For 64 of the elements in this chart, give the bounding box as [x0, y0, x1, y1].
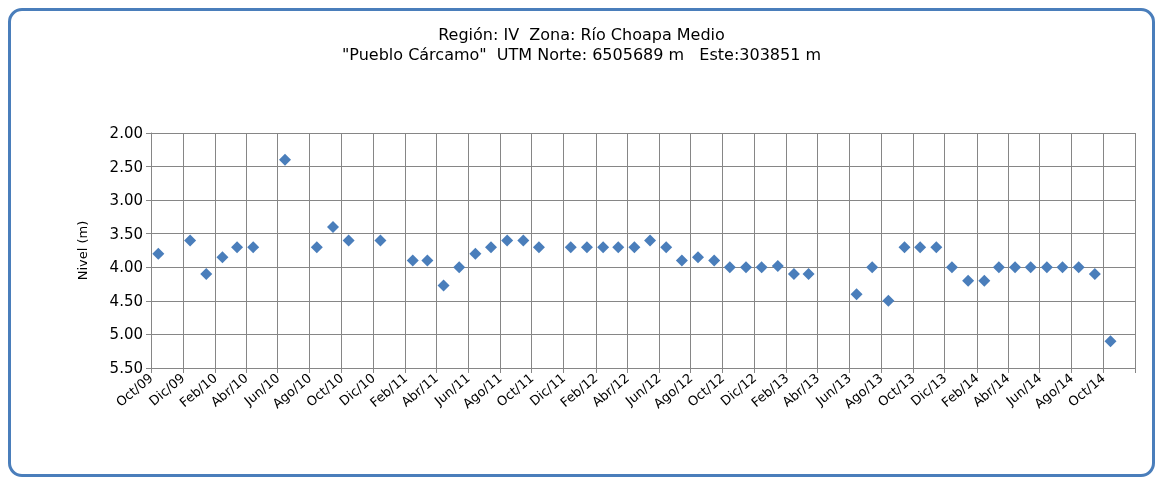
point [453, 261, 466, 274]
y-tick-label: 5.50 [109, 359, 143, 377]
y-tick-label: 2.50 [109, 157, 143, 176]
point [628, 241, 641, 254]
point [501, 234, 514, 247]
point [978, 274, 991, 287]
y-tick-label: 4.00 [109, 258, 143, 277]
point [992, 261, 1005, 274]
y-tick-label: 4.50 [109, 291, 143, 310]
point [1009, 261, 1022, 274]
point [1040, 261, 1053, 274]
point [1088, 268, 1101, 280]
point [184, 234, 197, 247]
point [771, 259, 784, 272]
point [1024, 261, 1037, 274]
point [850, 288, 863, 301]
point [708, 254, 721, 267]
point [532, 241, 545, 254]
point [374, 234, 387, 247]
point [612, 241, 625, 254]
point [310, 241, 323, 254]
point [421, 254, 434, 267]
point [1104, 335, 1117, 348]
point [898, 241, 911, 254]
point [437, 279, 450, 292]
point [597, 241, 610, 254]
point [517, 234, 530, 247]
point [802, 268, 815, 280]
point [723, 261, 736, 274]
point [930, 241, 943, 254]
point [787, 268, 800, 280]
point [914, 241, 927, 254]
point [216, 251, 229, 264]
y-tick-label: 3.50 [109, 224, 143, 243]
y-tick-label: 3.00 [109, 191, 143, 210]
point [739, 261, 752, 274]
chart-subtitle: "Pueblo Cárcamo" UTM Norte: 6505689 m Este:303851 m [341, 44, 822, 64]
point [564, 241, 577, 254]
point [152, 247, 165, 260]
point [962, 274, 975, 287]
point [406, 254, 419, 267]
point [692, 251, 705, 264]
point [755, 261, 768, 274]
y-tick-label: 2.00 [109, 124, 143, 142]
point [279, 153, 292, 166]
point [675, 254, 688, 267]
point [1072, 261, 1085, 274]
point [342, 234, 355, 247]
point [1056, 261, 1069, 274]
point [945, 261, 958, 274]
point [882, 294, 895, 307]
point [866, 261, 879, 274]
y-axis-title: Nivel (m) [75, 220, 90, 281]
point [326, 221, 339, 233]
point [660, 241, 673, 254]
point [484, 241, 497, 254]
chart-title: Región: IV Zona: Río Choapa Medio [438, 24, 725, 44]
point [469, 247, 482, 260]
point [644, 234, 657, 247]
point [200, 268, 213, 280]
point [580, 241, 593, 254]
y-tick-label: 5.00 [109, 325, 143, 344]
point [231, 241, 244, 254]
point [247, 241, 260, 254]
